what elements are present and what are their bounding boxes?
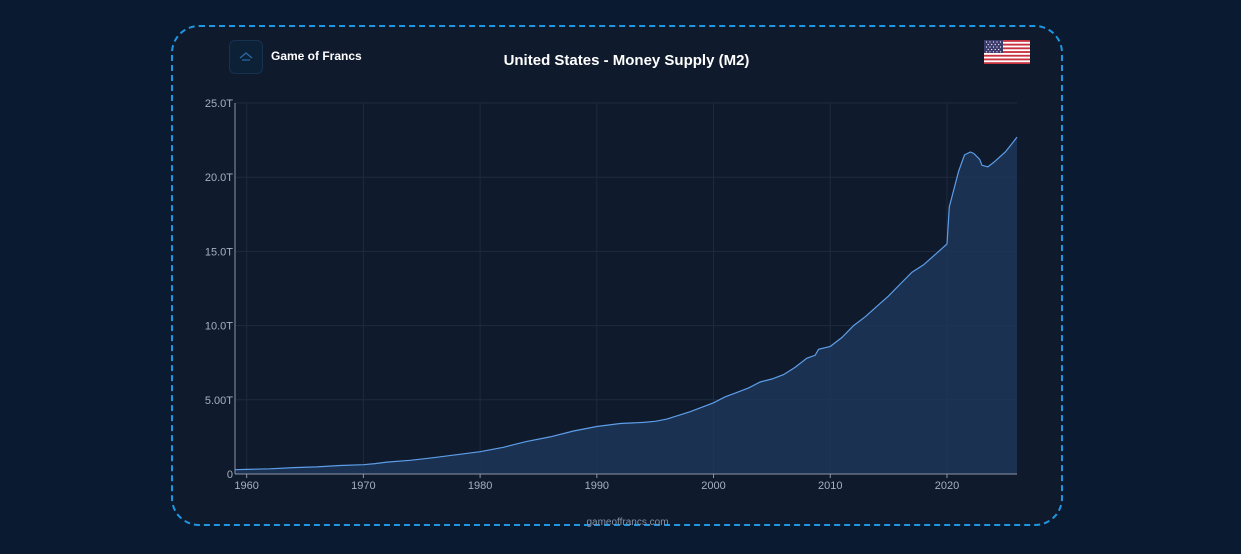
y-tick-label: 10.0T xyxy=(205,321,233,333)
y-tick-label: 5.00T xyxy=(205,395,233,407)
x-tick-label: 2010 xyxy=(818,480,842,492)
series-line xyxy=(234,136,1018,471)
x-tick-label: 1970 xyxy=(351,480,375,492)
footer-url[interactable]: gameoffrancs.com xyxy=(586,517,669,528)
game-of-francs-logo-icon xyxy=(239,52,253,61)
y-tick-label: 15.0T xyxy=(205,246,233,258)
y-tick-label: 0 xyxy=(227,469,233,481)
brand-logo[interactable] xyxy=(229,40,263,74)
y-tick-label: 25.0T xyxy=(205,98,233,110)
x-tick-label: 2000 xyxy=(701,480,725,492)
brand-name: Game of Francs xyxy=(271,49,362,63)
series-area xyxy=(235,137,1017,474)
x-tick-label: 1980 xyxy=(468,480,492,492)
x-tick-label: 2020 xyxy=(935,480,959,492)
y-tick-label: 20.0T xyxy=(205,172,233,184)
us-flag-icon xyxy=(984,40,1030,64)
x-tick-label: 1990 xyxy=(585,480,609,492)
x-tick-label: 1960 xyxy=(234,480,258,492)
chart-title: United States - Money Supply (M2) xyxy=(503,52,750,69)
